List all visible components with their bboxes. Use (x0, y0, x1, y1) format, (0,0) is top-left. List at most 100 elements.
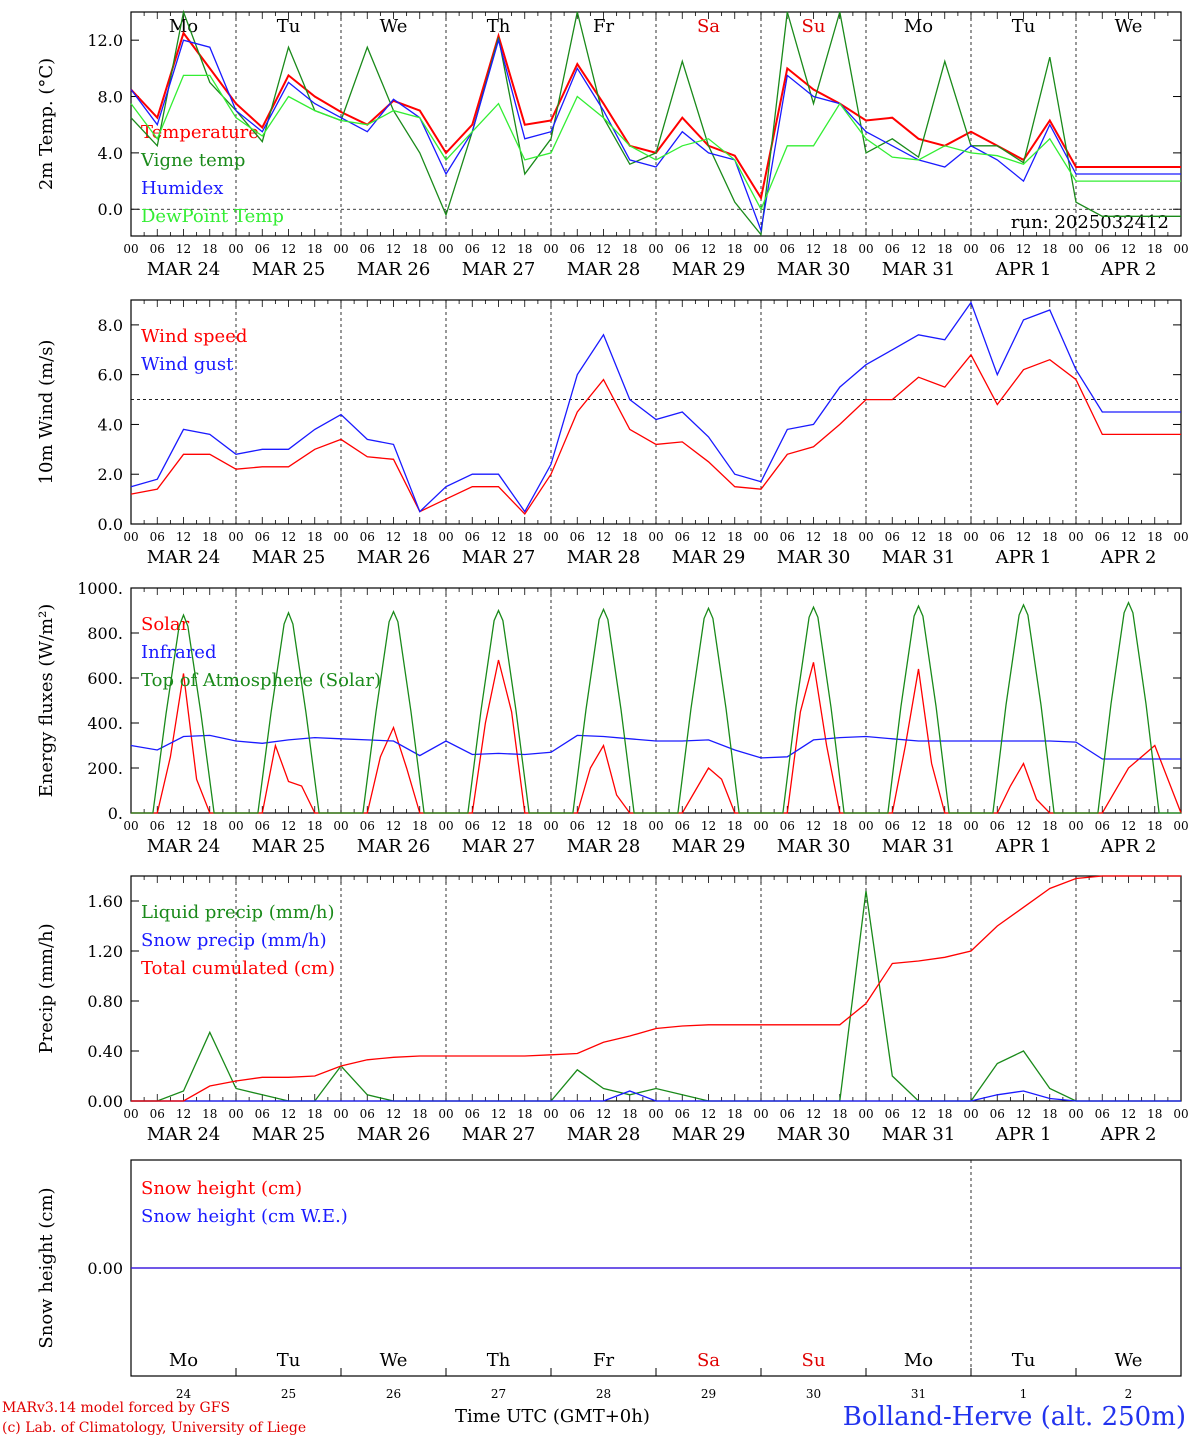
hour-tick-label: 18 (517, 1107, 532, 1121)
y-tick-label: 800. (87, 624, 123, 643)
hour-tick-label: 06 (1095, 530, 1110, 544)
hour-tick-label: 00 (1173, 242, 1188, 256)
y-tick-label: 4.0 (98, 144, 123, 163)
hour-tick-label: 00 (963, 242, 978, 256)
hour-tick-label: 00 (858, 242, 873, 256)
hour-tick-label: 18 (832, 1107, 847, 1121)
hour-tick-label: 12 (386, 530, 401, 544)
panel-precip: 00 06 12 18 00 06 12 18 00 06 12 18 00 06 12 18 00 06 12 18… (36, 875, 1189, 1145)
hour-tick-label: 00 (963, 819, 978, 833)
hour-tick-label: 00 (543, 530, 558, 544)
hour-tick-label: 06 (150, 530, 165, 544)
hour-tick-label: 12 (596, 819, 611, 833)
hour-tick-label: 12 (1016, 242, 1031, 256)
y-tick-label: 6.0 (98, 366, 123, 385)
y-tick-label: 0.40 (87, 1042, 123, 1061)
date-label: MAR 24 (147, 547, 221, 568)
weekday-label: Su (802, 1350, 826, 1371)
legend-entry: Humidex (141, 178, 223, 199)
hour-tick-label: 18 (622, 242, 637, 256)
hour-tick-label: 12 (386, 242, 401, 256)
hour-tick-label: 12 (911, 819, 926, 833)
hour-tick-label: 12 (1016, 819, 1031, 833)
date-label: APR 1 (995, 547, 1052, 568)
hour-tick-label: 12 (386, 1107, 401, 1121)
series-line (130, 37, 1181, 233)
weekday-label: Mo (169, 1350, 198, 1371)
hour-tick-label: 12 (911, 242, 926, 256)
hour-tick-label: 12 (806, 1107, 821, 1121)
date-label: APR 1 (995, 1124, 1052, 1145)
hour-tick-label: 18 (1147, 1107, 1162, 1121)
y-tick-label: 8.0 (98, 316, 123, 335)
series-line (130, 9, 1181, 237)
hour-tick-label: 06 (885, 242, 900, 256)
hour-tick-label: 06 (360, 819, 375, 833)
hour-tick-label: 12 (1121, 530, 1136, 544)
y-tick-label: 0. (108, 804, 123, 823)
date-label: MAR 27 (462, 259, 536, 280)
legend-entry: DewPoint Temp (141, 206, 284, 227)
hour-tick-label: 18 (412, 819, 427, 833)
series-line (131, 600, 1181, 814)
hour-tick-label: 12 (281, 242, 296, 256)
hour-tick-label: 12 (596, 530, 611, 544)
hour-tick-label: 12 (806, 242, 821, 256)
hour-tick-label: 00 (1173, 530, 1188, 544)
hour-tick-label: 18 (937, 819, 952, 833)
hour-tick-label: 18 (202, 819, 217, 833)
y-tick-label: 0.00 (87, 1259, 123, 1278)
hour-tick-label: 00 (648, 530, 663, 544)
hour-tick-label: 12 (806, 530, 821, 544)
date-label: MAR 30 (777, 836, 851, 857)
hour-tick-label: 12 (701, 819, 716, 833)
date-label: MAR 30 (777, 259, 851, 280)
hour-tick-label: 18 (937, 242, 952, 256)
hour-tick-label: 18 (517, 819, 532, 833)
hour-tick-label: 12 (491, 1107, 506, 1121)
hour-tick-label: 00 (648, 819, 663, 833)
hour-tick-label: 06 (885, 819, 900, 833)
date-label: APR 2 (1100, 547, 1157, 568)
hour-tick-label: 18 (1042, 819, 1057, 833)
hour-tick-label: 18 (937, 1107, 952, 1121)
date-label: APR 2 (1100, 1124, 1157, 1145)
hour-tick-label: 18 (832, 819, 847, 833)
hour-tick-label: 06 (780, 530, 795, 544)
legend-entry: Total cumulated (cm) (141, 958, 335, 979)
hour-tick-label: 00 (648, 242, 663, 256)
hour-tick-label: 18 (307, 819, 322, 833)
y-axis-label: 2m Temp. (°C) (36, 58, 57, 190)
date-label: MAR 29 (672, 259, 746, 280)
hour-tick-label: 18 (1147, 819, 1162, 833)
date-label: MAR 30 (777, 1124, 851, 1145)
hour-tick-label: 00 (753, 242, 768, 256)
hour-tick-label: 00 (438, 819, 453, 833)
hour-tick-label: 06 (465, 1107, 480, 1121)
hour-tick-label: 06 (885, 1107, 900, 1121)
weekday-label: Tu (277, 16, 301, 37)
y-tick-label: 0.00 (87, 1092, 123, 1111)
hour-tick-label: 12 (176, 530, 191, 544)
hour-tick-label: 18 (1042, 1107, 1057, 1121)
hour-tick-label: 00 (1173, 1107, 1188, 1121)
date-label: MAR 24 (147, 1124, 221, 1145)
hour-tick-label: 00 (438, 242, 453, 256)
legend-entry: Infrared (141, 642, 216, 663)
plot-frame (130, 587, 1182, 814)
hour-tick-label: 06 (990, 242, 1005, 256)
hour-tick-label: 06 (360, 242, 375, 256)
series-line (130, 353, 1181, 516)
hour-tick-label: 12 (176, 1107, 191, 1121)
legend-entry: Wind speed (141, 326, 247, 347)
panel-wind: 00 06 12 18 00 06 12 18 00 06 12 18 00 06 12 18 00 06 12 18… (36, 299, 1189, 568)
y-tick-label: 400. (87, 714, 123, 733)
date-label: MAR 28 (567, 1124, 641, 1145)
hour-tick-label: 18 (937, 530, 952, 544)
hour-tick-label: 06 (150, 242, 165, 256)
hour-tick-label: 12 (596, 242, 611, 256)
hour-tick-label: 18 (412, 530, 427, 544)
hour-tick-label: 18 (622, 530, 637, 544)
date-label: MAR 25 (252, 259, 326, 280)
legend-entry: Liquid precip (mm/h) (141, 902, 335, 923)
